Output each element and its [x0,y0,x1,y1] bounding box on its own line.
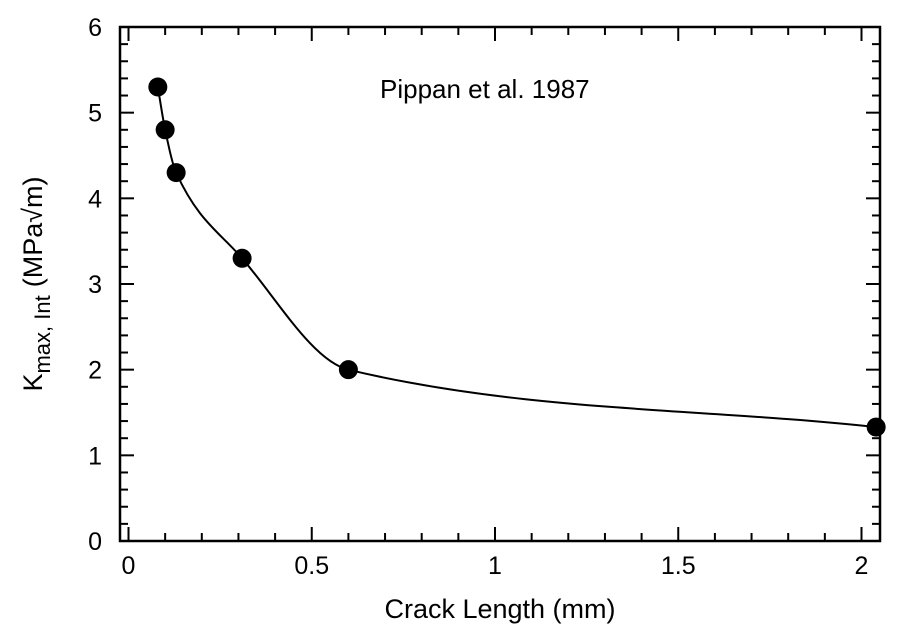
y-tick-label: 1 [88,442,102,470]
y-tick-label: 2 [88,357,102,385]
x-tick-label: 0 [122,552,136,580]
y-tick-label: 5 [88,100,102,128]
x-tick-label: 2 [855,552,869,580]
y-axis-label: Kmax, Int (MPa√m) [18,176,55,391]
axis-tick-labels: 0 0.5 1 1.5 2 0 1 2 3 4 5 6 [88,14,868,580]
x-axis-label: Crack Length (mm) [384,594,615,624]
plot-frame [118,25,882,543]
data-point [232,248,252,268]
annotation-pippan: Pippan et al. 1987 [380,74,590,104]
fit-curve [156,86,877,429]
y-axis-label-units: (MPa√m) [18,176,48,287]
data-point [166,163,186,183]
data-point [338,360,358,380]
x-tick-label: 1.5 [661,552,696,580]
y-tick-label: 6 [88,14,102,42]
y-tick-label: 0 [88,528,102,556]
y-axis-label-main: K [18,374,48,392]
data-points [148,77,886,437]
x-tick-label: 1 [488,552,502,580]
data-point [148,77,168,97]
y-axis-label-sub: max, Int [30,295,55,373]
data-point [155,120,175,140]
x-tick-label: 0.5 [294,552,329,580]
axis-ticks [120,26,880,542]
y-tick-label: 4 [88,185,102,213]
y-tick-label: 3 [88,271,102,299]
data-point [866,417,886,437]
